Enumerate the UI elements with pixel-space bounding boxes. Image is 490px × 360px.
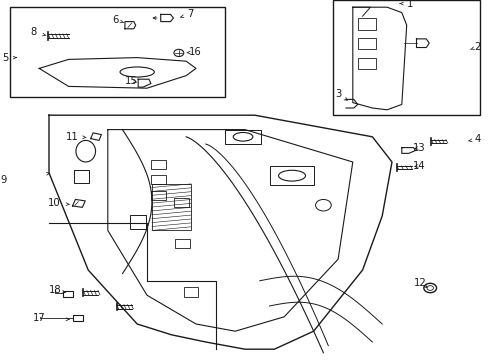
Bar (184, 287, 198, 297)
Bar (358, 38, 376, 49)
Text: 15: 15 (125, 76, 138, 86)
Text: 18: 18 (49, 285, 61, 295)
Bar (73, 315, 83, 321)
Bar (225, 130, 261, 144)
Text: 4: 4 (475, 134, 481, 144)
Text: 17: 17 (33, 312, 46, 323)
Text: 5: 5 (1, 53, 8, 63)
Text: 13: 13 (413, 143, 425, 153)
Text: 2: 2 (474, 42, 481, 52)
Text: 16: 16 (189, 47, 201, 57)
Text: 14: 14 (413, 161, 425, 171)
Bar (151, 191, 166, 200)
Bar (152, 184, 191, 230)
Text: 10: 10 (48, 198, 60, 208)
Text: 8: 8 (30, 27, 36, 37)
Text: 7: 7 (187, 9, 194, 19)
Text: 3: 3 (335, 89, 341, 99)
Text: 11: 11 (66, 132, 79, 142)
Bar (151, 175, 166, 184)
Bar (10, 7, 225, 97)
Bar (151, 160, 166, 169)
Bar (130, 215, 146, 229)
Text: 9: 9 (0, 175, 7, 185)
Text: 6: 6 (112, 15, 119, 25)
Bar (358, 58, 376, 69)
Text: 1: 1 (406, 0, 413, 9)
Bar (175, 239, 190, 248)
Bar (63, 291, 73, 297)
Bar (358, 18, 376, 30)
Bar (333, 0, 480, 115)
Text: 12: 12 (414, 278, 427, 288)
Bar (270, 166, 314, 185)
Bar (174, 198, 189, 207)
